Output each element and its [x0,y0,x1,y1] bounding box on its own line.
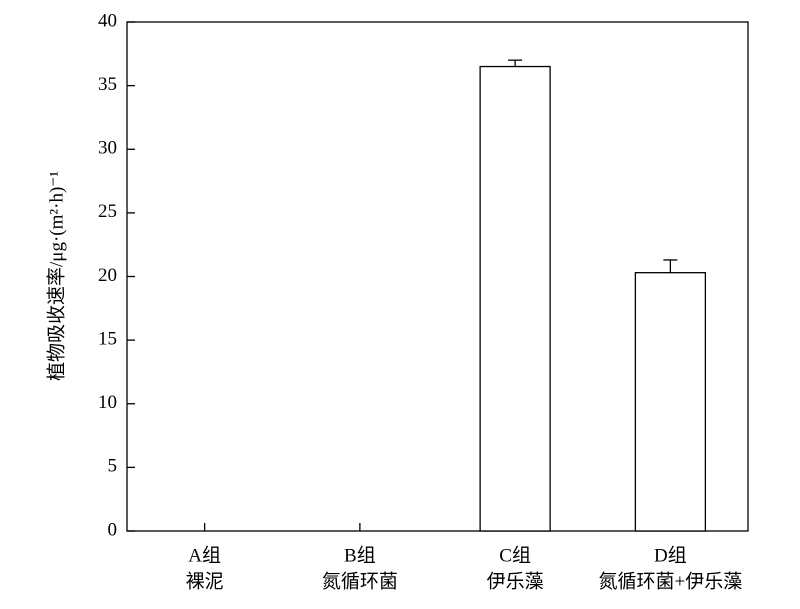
bar [479,65,551,532]
y-tick-label: 10 [98,392,117,413]
y-tick-label: 40 [98,10,117,31]
bar [634,272,707,532]
y-tick-label: 20 [98,265,117,286]
x-tick-label: D组 [654,544,687,566]
x-tick-label: 伊乐藻 [487,570,544,592]
y-tick-label: 25 [98,201,117,222]
x-tick-label: C组 [499,544,531,566]
y-axis-label: 植物吸收速率/μg·(m²·h)⁻¹ [45,171,67,381]
x-tick-label: 氮循环菌 [322,570,398,592]
x-tick-label: B组 [344,544,376,566]
y-tick-label: 35 [98,74,117,95]
y-tick-label: 15 [98,328,117,349]
y-tick-label: 30 [98,138,117,159]
x-tick-label: A组 [188,544,221,566]
y-tick-label: 5 [108,456,118,477]
y-tick-label: 0 [108,519,118,540]
x-tick-label: 氮循环菌+伊乐藻 [599,570,743,592]
x-tick-label: 裸泥 [186,570,224,592]
